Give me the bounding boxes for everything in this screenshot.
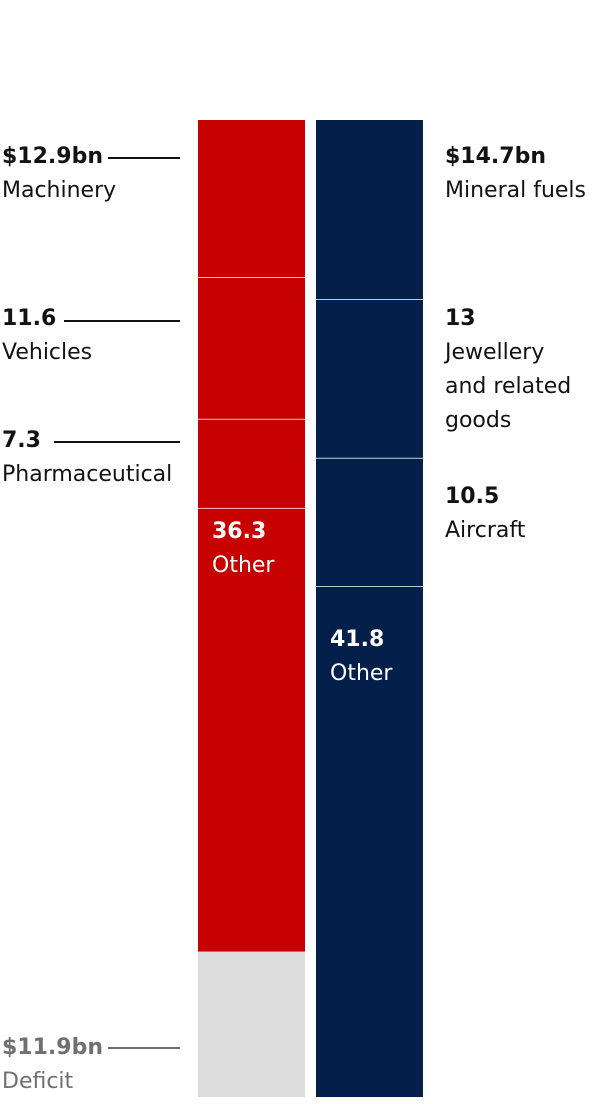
label-vehicles: 11.6 Vehicles xyxy=(2,302,92,370)
label-deficit: $11.9bn Deficit xyxy=(2,1031,103,1099)
label-left-other: 36.3 Other xyxy=(212,515,274,583)
leader-vehicles xyxy=(64,320,180,322)
category-jewellery: Jewellery and related goods xyxy=(445,340,572,433)
leader-pharmaceutical xyxy=(54,441,180,443)
label-right-other: 41.8 Other xyxy=(330,623,392,691)
category-right-other: Other xyxy=(330,661,393,686)
bar-segment-left-1 xyxy=(198,277,305,420)
category-pharmaceutical: Pharmaceutical xyxy=(2,462,173,487)
category-aircraft: Aircraft xyxy=(445,518,526,543)
value-machinery: $12.9bn xyxy=(2,144,103,169)
category-left-other: Other xyxy=(212,553,275,578)
leader-deficit xyxy=(108,1047,180,1049)
category-machinery: Machinery xyxy=(2,178,117,203)
value-left-other: 36.3 xyxy=(212,519,267,544)
value-mineral-fuels: $14.7bn xyxy=(445,144,546,169)
bar-segment-right-3 xyxy=(316,586,423,1097)
bar-segment-left-0 xyxy=(198,120,305,278)
label-mineral-fuels: $14.7bn Mineral fuels xyxy=(445,140,586,208)
value-vehicles: 11.6 xyxy=(2,306,57,331)
label-pharmaceutical: 7.3 Pharmaceutical xyxy=(2,424,172,492)
bar-segment-right-1 xyxy=(316,299,423,459)
category-mineral-fuels: Mineral fuels xyxy=(445,178,587,203)
value-pharmaceutical: 7.3 xyxy=(2,428,41,453)
value-aircraft: 10.5 xyxy=(445,484,500,509)
bar-segment-left-2 xyxy=(198,419,305,509)
label-aircraft: 10.5 Aircraft xyxy=(445,480,525,548)
leader-machinery xyxy=(108,157,180,159)
bar-segment-left-4 xyxy=(198,951,305,1097)
bar-segment-right-2 xyxy=(316,458,423,587)
label-jewellery: 13 Jewellery and related goods xyxy=(445,302,571,438)
bar-segment-left-3 xyxy=(198,508,305,952)
label-machinery: $12.9bn Machinery xyxy=(2,140,116,208)
category-deficit: Deficit xyxy=(2,1069,74,1094)
bar-segment-right-0 xyxy=(316,120,423,300)
value-deficit: $11.9bn xyxy=(2,1035,103,1060)
category-vehicles: Vehicles xyxy=(2,340,93,365)
value-right-other: 41.8 xyxy=(330,627,385,652)
value-jewellery: 13 xyxy=(445,306,476,331)
